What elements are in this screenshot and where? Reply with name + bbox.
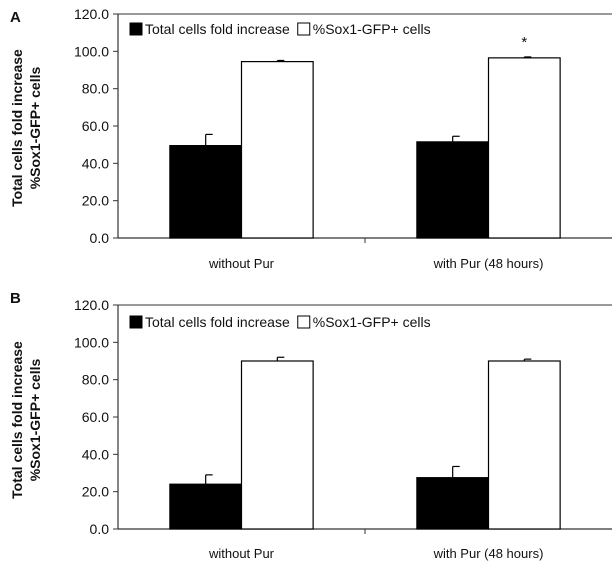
- y-tick-label: 60.0: [82, 409, 109, 425]
- y-tick-label: 20.0: [82, 193, 109, 209]
- bar-sox1-gfp-0: [240, 60, 314, 239]
- y-tick-label: 0.0: [90, 230, 110, 246]
- bar-sox1-gfp-1: [487, 360, 561, 530]
- y-tick-label: 0.0: [90, 521, 110, 537]
- bar-sox1-gfp-0: [240, 360, 314, 530]
- y-axis-label: Total cells fold increase: [9, 341, 25, 499]
- legend-label: %Sox1-GFP+ cells: [313, 314, 431, 330]
- y-tick-label: 40.0: [82, 155, 109, 171]
- legend: Total cells fold increase %Sox1-GFP+ cell…: [129, 21, 431, 37]
- legend-swatch: [297, 22, 311, 36]
- bar-total-cells-1: [416, 141, 490, 239]
- x-category-label: with Pur (48 hours): [433, 256, 544, 271]
- legend: Total cells fold increase %Sox1-GFP+ cell…: [129, 314, 431, 330]
- bar-total-cells-1: [416, 477, 490, 530]
- x-category-label: without Pur: [208, 256, 275, 271]
- y-tick-label: 40.0: [82, 446, 109, 462]
- x-category-label: without Pur: [208, 546, 275, 561]
- y-axis-label: %Sox1-GFP+ cells: [27, 67, 43, 190]
- legend-swatch: [129, 315, 143, 329]
- panel-letter: A: [10, 9, 21, 26]
- y-tick-label: 60.0: [82, 118, 109, 134]
- legend-label: %Sox1-GFP+ cells: [313, 21, 431, 37]
- x-category-label: with Pur (48 hours): [433, 546, 544, 561]
- panel-letter: B: [10, 290, 21, 307]
- y-tick-label: 80.0: [82, 81, 109, 97]
- y-tick-label: 120.0: [74, 297, 109, 313]
- legend-swatch: [129, 22, 143, 36]
- y-tick-label: 100.0: [74, 334, 109, 350]
- legend-label: Total cells fold increase: [145, 21, 290, 37]
- y-tick-label: 20.0: [82, 484, 109, 500]
- y-tick-label: 100.0: [74, 43, 109, 59]
- bar-total-cells-0: [169, 145, 243, 239]
- bar-sox1-gfp-1: [487, 57, 561, 239]
- y-axis-label: %Sox1-GFP+ cells: [27, 359, 43, 482]
- y-tick-label: 120.0: [74, 6, 109, 22]
- bar-total-cells-0: [169, 483, 243, 530]
- legend-label: Total cells fold increase: [145, 314, 290, 330]
- significance-marker: *: [521, 34, 527, 51]
- y-axis-label: Total cells fold increase: [9, 49, 25, 207]
- legend-swatch: [297, 315, 311, 329]
- y-tick-label: 80.0: [82, 372, 109, 388]
